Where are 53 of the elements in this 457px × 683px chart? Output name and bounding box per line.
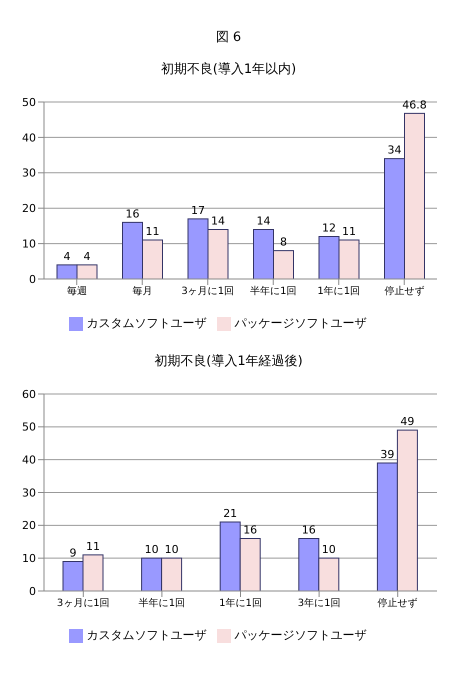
data-label: 10 xyxy=(144,543,159,556)
data-label: 10 xyxy=(322,543,336,556)
data-label: 34 xyxy=(388,144,402,157)
y-tick-label: 0 xyxy=(29,584,36,598)
data-label: 14 xyxy=(256,214,270,228)
y-tick-label: 50 xyxy=(22,96,36,109)
data-label: 12 xyxy=(322,222,336,235)
data-label: 14 xyxy=(211,214,225,228)
data-label: 49 xyxy=(400,415,414,428)
data-label: 8 xyxy=(280,236,287,249)
data-label: 46.8 xyxy=(402,98,427,112)
y-tick-label: 40 xyxy=(22,131,36,144)
x-tick-label: 3ヶ月に1回 xyxy=(56,598,110,610)
data-label: 11 xyxy=(86,540,100,553)
y-tick-label: 10 xyxy=(22,552,36,566)
x-tick-label: 停止せず xyxy=(378,597,418,610)
caption: 図 6 xyxy=(214,29,242,46)
y-tick-label: 60 xyxy=(22,388,36,401)
legend-label: カスタムソフトユーザ xyxy=(86,316,206,330)
data-label: 11 xyxy=(342,225,356,238)
x-tick-label: 3年に1回 xyxy=(298,597,340,610)
data-label: 17 xyxy=(191,204,205,217)
data-label: 10 xyxy=(164,543,179,556)
legend-label: パッケージソフトユーザ xyxy=(234,316,366,330)
x-tick-label: 半年に1回 xyxy=(138,597,186,610)
data-label: 16 xyxy=(302,523,316,536)
x-tick-label: 1年に1回 xyxy=(219,597,262,610)
x-tick-label: 毎週 xyxy=(66,285,87,298)
data-label: 39 xyxy=(380,448,394,461)
legend-label: パッケージソフトユーザ xyxy=(234,628,366,642)
x-tick-label: 3ヶ月に1回 xyxy=(181,286,234,298)
data-label: 16 xyxy=(243,523,258,536)
y-tick-label: 20 xyxy=(22,519,36,532)
chart-title: 初期不良(導入1年以内) xyxy=(160,61,298,78)
data-label: 4 xyxy=(64,250,70,263)
y-tick-label: 40 xyxy=(22,454,36,467)
y-tick-label: 10 xyxy=(22,238,36,251)
y-tick-label: 20 xyxy=(22,202,36,216)
data-label: 11 xyxy=(146,225,160,238)
data-label: 9 xyxy=(70,546,76,560)
y-tick-label: 50 xyxy=(22,420,36,434)
data-label: 16 xyxy=(126,207,140,220)
y-tick-label: 30 xyxy=(22,166,36,180)
y-tick-label: 0 xyxy=(29,272,36,286)
legend-label: カスタムソフトユーザ xyxy=(86,628,206,642)
x-tick-label: 毎月 xyxy=(132,285,152,298)
y-tick-label: 30 xyxy=(22,486,36,500)
chart-title: 初期不良(導入1年経過後) xyxy=(153,353,304,370)
data-label: 21 xyxy=(223,507,238,520)
x-tick-label: 1年に1回 xyxy=(317,285,360,298)
data-label: 4 xyxy=(84,250,90,263)
x-tick-label: 半年に1回 xyxy=(250,285,296,298)
x-tick-label: 停止せず xyxy=(384,285,424,298)
